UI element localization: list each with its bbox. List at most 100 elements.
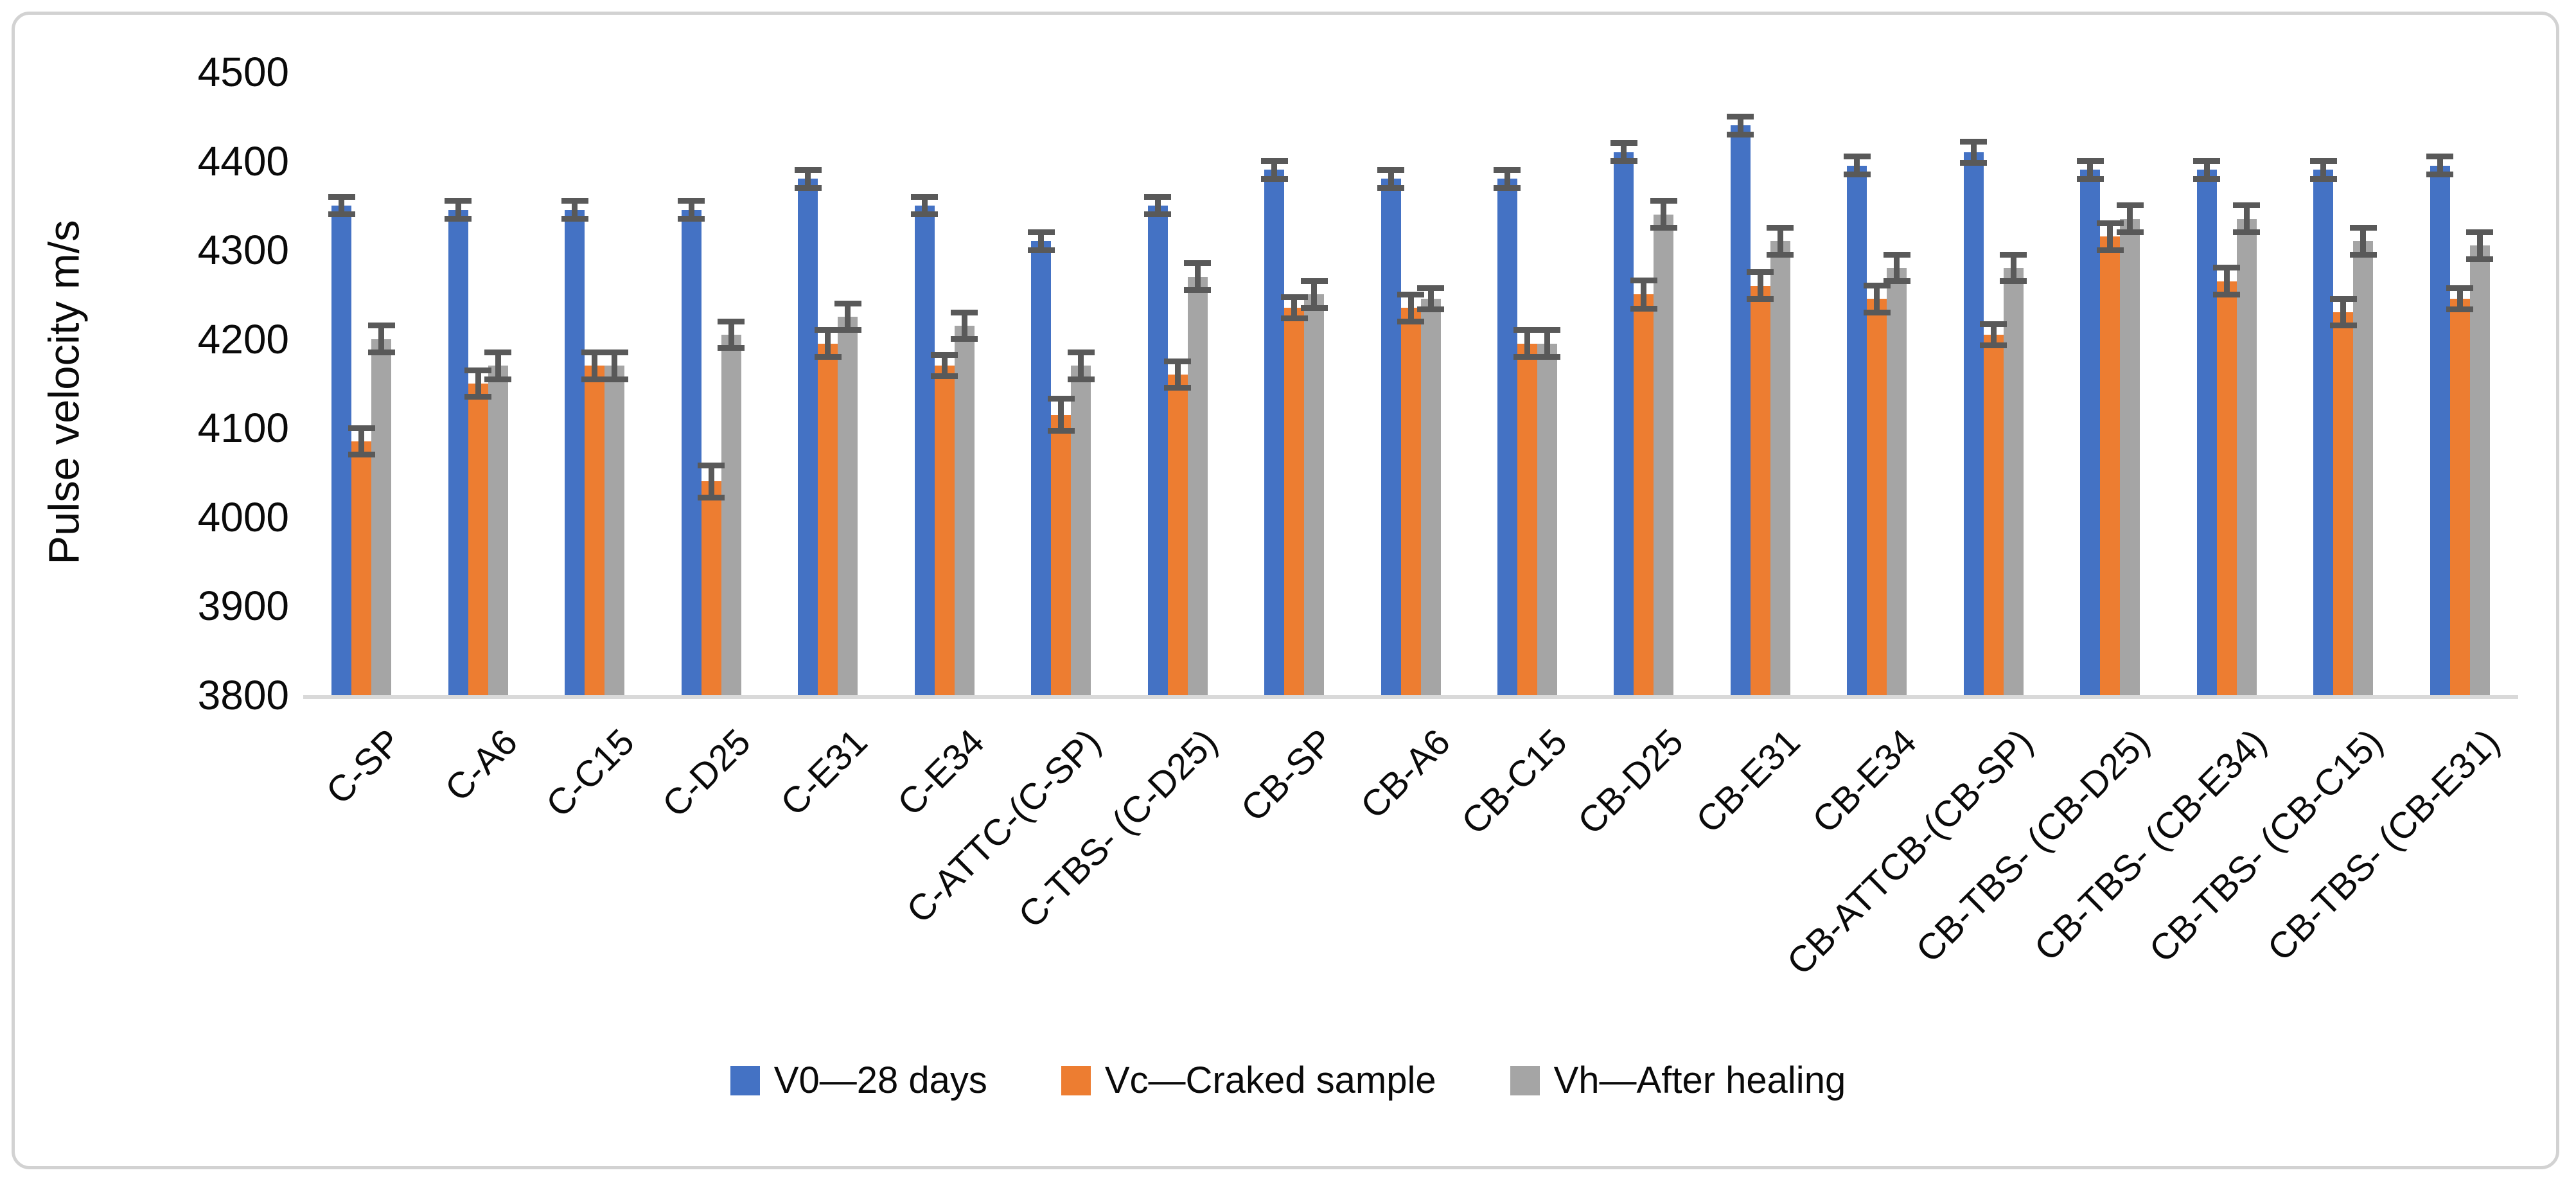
- error-bar-whisker: [1854, 156, 1860, 175]
- error-bar-cap: [1377, 166, 1404, 173]
- bar-vc-CB-TBS- (CB-E34): [2216, 281, 2237, 695]
- bar-vh-CB-TBS- (CB-E34): [2236, 218, 2257, 695]
- error-bar-cap: [1650, 198, 1677, 204]
- error-bar-whisker: [825, 330, 831, 357]
- bar-v0-CB-E34: [1847, 165, 1867, 695]
- error-bar-whisker: [2243, 205, 2250, 233]
- error-bar-cap: [2349, 225, 2377, 231]
- error-bar-cap: [1260, 175, 1288, 182]
- error-bar-whisker: [2223, 267, 2230, 295]
- bar-vh-C-ATTC-(C-SP): [1071, 366, 1091, 695]
- figure-border: [12, 12, 2559, 1169]
- error-bar-cap: [2446, 306, 2474, 313]
- error-bar-cap: [1260, 158, 1288, 164]
- bar-vc-CB-TBS- (CB-C15): [2333, 312, 2354, 695]
- legend-label-v0: V0—28 days: [773, 1059, 987, 1101]
- error-bar-cap: [1164, 385, 1192, 391]
- error-bar-cap: [1883, 278, 1910, 285]
- bar-vc-CB-A6: [1400, 308, 1421, 695]
- error-bar-cap: [1027, 247, 1055, 253]
- legend-label-vc: Vc—Craked sample: [1104, 1059, 1436, 1101]
- error-bar-cap: [1960, 138, 1988, 145]
- error-bar-cap: [348, 452, 375, 458]
- error-bar-cap: [1047, 396, 1075, 402]
- error-bar-cap: [1164, 358, 1192, 364]
- error-bar-cap: [1980, 321, 2007, 327]
- error-bar-cap: [2233, 202, 2261, 209]
- error-bar-whisker: [1291, 297, 1298, 319]
- error-bar-whisker: [1194, 263, 1201, 290]
- error-bar-cap: [1280, 294, 1308, 301]
- error-bar-whisker: [2087, 161, 2094, 179]
- bar-vh-CB-TBS- (CB-E31): [2469, 245, 2490, 695]
- x-axis-line: [303, 695, 2518, 699]
- bar-vc-C-TBS- (C-D25): [1167, 375, 1188, 695]
- bar-vc-CB-TBS- (CB-D25): [2100, 236, 2121, 695]
- bar-v0-CB-ATTCB-(CB-SP): [1963, 152, 1984, 695]
- error-bar-whisker: [845, 303, 851, 330]
- error-bar-cap: [2000, 278, 2027, 285]
- error-bar-cap: [1863, 283, 1891, 289]
- error-bar-cap: [2193, 158, 2221, 164]
- error-bar-cap: [2213, 291, 2241, 297]
- error-bar-cap: [1747, 269, 1774, 276]
- error-bar-cap: [718, 345, 745, 351]
- error-bar-whisker: [1894, 254, 1900, 281]
- legend-swatch-vh: [1510, 1065, 1540, 1095]
- y-axis-title: Pulse velocity m/s: [40, 220, 89, 565]
- error-bar-cap: [2076, 158, 2104, 164]
- legend-item-v0: V0—28 days: [730, 1059, 987, 1102]
- error-bar-whisker: [475, 370, 481, 397]
- error-bar-cap: [445, 198, 472, 204]
- error-bar-cap: [2116, 202, 2144, 209]
- error-bar-cap: [2466, 229, 2494, 235]
- error-bar-cap: [367, 350, 395, 355]
- error-bar-cap: [1767, 225, 1794, 231]
- bar-vh-CB-E34: [1887, 267, 1907, 695]
- error-bar-cap: [1767, 251, 1794, 258]
- error-bar-cap: [2116, 229, 2144, 235]
- error-bar-cap: [2446, 285, 2474, 292]
- error-bar-cap: [1883, 251, 1910, 258]
- error-bar-whisker: [688, 200, 694, 219]
- error-bar-cap: [601, 376, 628, 382]
- error-bar-cap: [1067, 376, 1095, 382]
- error-bar-whisker: [1544, 330, 1550, 357]
- error-bar-cap: [328, 193, 355, 200]
- error-bar-cap: [601, 350, 628, 355]
- error-bar-whisker: [2437, 156, 2443, 175]
- bar-vc-C-C15: [585, 366, 605, 695]
- error-bar-cap: [1960, 159, 1988, 166]
- error-bar-cap: [484, 376, 512, 382]
- bar-vc-C-D25: [701, 481, 721, 695]
- error-bar-whisker: [708, 465, 714, 498]
- bar-vc-CB-TBS- (CB-E31): [2449, 299, 2470, 695]
- error-bar-cap: [2426, 154, 2454, 160]
- bar-vc-C-E34: [934, 366, 955, 695]
- bar-vh-C-D25: [721, 334, 741, 695]
- error-bar-cap: [678, 216, 705, 222]
- bar-vc-CB-C15: [1517, 343, 1537, 695]
- bar-vh-CB-ATTCB-(CB-SP): [2003, 267, 2024, 695]
- bar-v0-C-SP: [331, 205, 352, 695]
- bar-vh-CB-TBS- (CB-D25): [2120, 218, 2140, 695]
- error-bar-whisker: [572, 200, 578, 219]
- error-bar-whisker: [1174, 361, 1181, 388]
- error-bar-whisker: [592, 352, 598, 380]
- error-bar-whisker: [1874, 285, 1880, 313]
- error-bar-whisker: [1038, 232, 1045, 251]
- error-bar-whisker: [495, 352, 501, 380]
- error-bar-cap: [2076, 175, 2104, 182]
- error-bar-whisker: [1524, 330, 1530, 357]
- bar-vc-C-E31: [818, 343, 838, 695]
- error-bar-whisker: [2010, 254, 2016, 281]
- bar-vh-C-SP: [371, 339, 392, 695]
- bar-v0-C-TBS- (C-D25): [1147, 205, 1168, 695]
- error-bar-cap: [1980, 342, 2007, 348]
- error-bar-whisker: [941, 355, 948, 376]
- error-bar-cap: [561, 198, 588, 204]
- error-bar-whisker: [358, 428, 365, 455]
- error-bar-cap: [931, 373, 958, 380]
- error-bar-cap: [911, 211, 939, 218]
